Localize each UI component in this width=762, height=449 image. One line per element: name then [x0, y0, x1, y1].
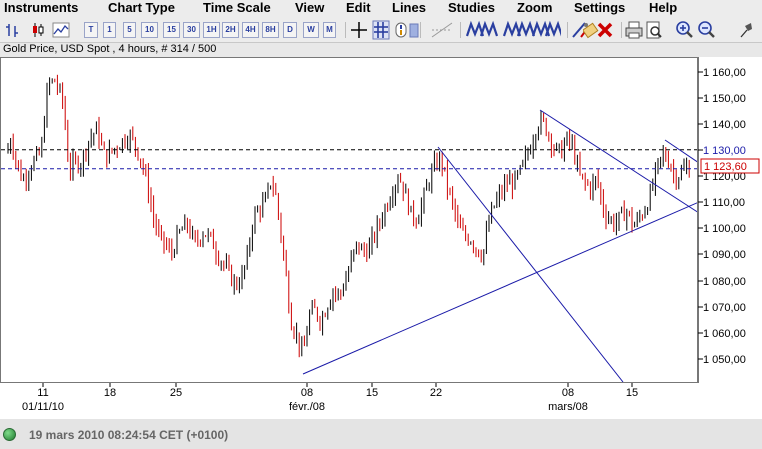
menu-instruments[interactable]: Instruments	[4, 0, 79, 15]
price-axis-svg: 1 160,00 1 150,00 1 140,00 1 130,00 1 120,00…	[698, 57, 760, 383]
price-chart[interactable]	[1, 58, 700, 383]
price-tick-label: 1 070,00	[703, 302, 746, 314]
time-tick-label: 18	[104, 387, 116, 399]
price-tick-label: 1 130,00	[703, 145, 746, 157]
toolbar: T 1 5 10 15 30 1H 2H 4H 8H D W M	[0, 18, 762, 43]
fill-icon[interactable]	[408, 20, 420, 40]
candlestick-chart-icon[interactable]	[30, 20, 46, 40]
menu-help[interactable]: Help	[649, 0, 678, 15]
timescale-button-2h[interactable]: 2H	[222, 22, 239, 38]
connection-status-icon	[3, 428, 16, 441]
toolbar-separator	[345, 22, 346, 38]
menu-settings[interactable]: Settings	[574, 0, 626, 15]
price-tick-label: 1 060,00	[703, 328, 746, 340]
time-tick-label: 25	[170, 387, 182, 399]
status-datetime: 19 mars 2010 08:24:54 CET (+0100)	[29, 428, 228, 442]
pin-icon[interactable]	[738, 20, 754, 40]
timescale-button-1h[interactable]: 1H	[203, 22, 220, 38]
price-tick-label: 1 100,00	[703, 223, 746, 235]
toolbar-separator	[420, 22, 421, 38]
time-tick-sublabel: mars/08	[548, 401, 588, 413]
timescale-button-1[interactable]: 1	[103, 22, 116, 38]
trend-line-down-upper[interactable]	[539, 109, 700, 214]
price-tick-label: 1 090,00	[703, 249, 746, 261]
bar-chart-icon[interactable]	[4, 20, 20, 40]
time-tick-sublabel: 01/11/10	[22, 401, 64, 413]
menu-edit[interactable]: Edit	[346, 0, 371, 15]
menu-studies[interactable]: Studies	[448, 0, 495, 15]
delete-lines-icon[interactable]	[596, 20, 614, 40]
trend-line-support[interactable]	[302, 201, 700, 375]
toolbar-separator	[460, 22, 461, 38]
print-icon[interactable]	[625, 20, 643, 40]
current-price-badge	[700, 158, 760, 174]
toolbar-separator	[621, 22, 622, 38]
timescale-button-t[interactable]: T	[84, 22, 98, 38]
trend-line-down-long[interactable]	[437, 146, 624, 383]
timescale-button-5[interactable]: 5	[123, 22, 136, 38]
price-tick-label: 1 120,00	[703, 171, 746, 183]
current-price-label: 1 123,60	[704, 161, 747, 173]
time-axis-svg: 11 01/11/10 18 25 08 févr./08 15 22 08 mars/08 15	[22, 383, 638, 413]
time-tick-label: 08	[562, 387, 574, 399]
line-chart-icon[interactable]	[52, 20, 70, 40]
menu-bar: Instruments Chart Type Time Scale View Edit L…	[0, 0, 762, 18]
time-tick-label: 11	[37, 387, 48, 399]
price-axis: 1 160,00 1 150,00 1 140,00 1 130,00 1 120,00…	[698, 57, 762, 383]
status-date: 19 mars 2010 08:24:54	[29, 428, 156, 442]
status-bar	[0, 419, 762, 449]
timescale-button-15[interactable]: 15	[163, 22, 180, 38]
price-tick-label: 1 140,00	[703, 119, 746, 131]
timescale-button-30[interactable]: 30	[183, 22, 200, 38]
timescale-button-w[interactable]: W	[303, 22, 319, 38]
fibonacci-icon[interactable]	[466, 20, 498, 40]
time-axis: 11 01/11/10 18 25 08 févr./08 15 22 08 mars/08 15	[0, 383, 762, 419]
grid-icon[interactable]	[372, 20, 390, 40]
price-tick-label: 1 160,00	[703, 67, 746, 79]
trend-channel-icon[interactable]	[503, 20, 561, 40]
timescale-button-m[interactable]: M	[323, 22, 336, 38]
zoom-out-icon[interactable]	[697, 20, 717, 40]
crosshair-icon[interactable]	[350, 20, 368, 40]
chart-title: Gold Price, USD Spot , 4 hours, # 314 / …	[3, 43, 217, 55]
draw-line-icon[interactable]	[430, 20, 456, 40]
chart-plot-area[interactable]	[0, 57, 700, 383]
zoom-in-icon[interactable]	[675, 20, 695, 40]
trend-line-short[interactable]	[664, 139, 700, 164]
menu-zoom[interactable]: Zoom	[517, 0, 553, 15]
menu-view[interactable]: View	[295, 0, 325, 15]
time-tick-label: 15	[626, 387, 638, 399]
timescale-button-4h[interactable]: 4H	[242, 22, 259, 38]
price-tick-label: 1 110,00	[703, 197, 745, 209]
timescale-button-8h[interactable]: 8H	[262, 22, 279, 38]
time-tick-label: 22	[430, 387, 442, 399]
toolbar-separator	[567, 22, 568, 38]
menu-time-scale[interactable]: Time Scale	[203, 0, 271, 15]
print-preview-icon[interactable]	[645, 20, 663, 40]
time-tick-label: 08	[301, 387, 313, 399]
candles	[7, 74, 690, 358]
menu-lines[interactable]: Lines	[392, 0, 426, 15]
price-tick-label: 1 150,00	[703, 93, 746, 105]
timescale-button-10[interactable]: 10	[141, 22, 158, 38]
time-tick-label: 15	[366, 387, 378, 399]
price-tick-label: 1 050,00	[703, 354, 746, 366]
status-timezone: CET (+0100)	[159, 428, 229, 442]
menu-chart-type[interactable]: Chart Type	[108, 0, 175, 15]
timescale-button-d[interactable]: D	[283, 22, 297, 38]
info-icon[interactable]	[394, 20, 408, 40]
time-tick-sublabel: févr./08	[289, 401, 325, 413]
delete-lines-icon[interactable]	[583, 20, 599, 40]
price-tick-label: 1 080,00	[703, 276, 746, 288]
